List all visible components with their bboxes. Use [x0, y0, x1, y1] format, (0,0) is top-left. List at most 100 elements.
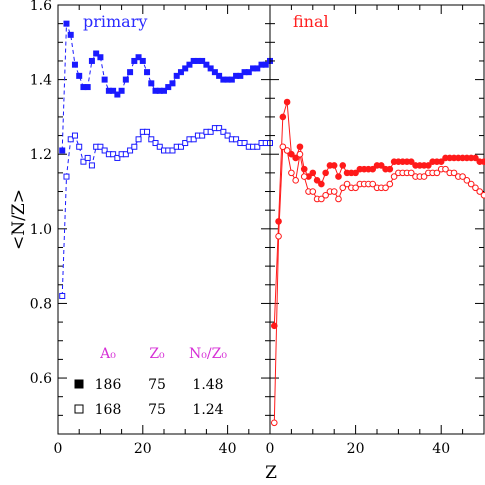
data-point [330, 188, 338, 195]
data-point [390, 173, 398, 180]
data-point [177, 69, 184, 76]
data-point [148, 136, 155, 143]
data-point [169, 80, 176, 87]
data-point [270, 419, 278, 427]
data-point [352, 184, 359, 192]
data-point [275, 218, 282, 225]
data-point [156, 143, 163, 150]
y-tick-label: 0.8 [30, 296, 52, 312]
x-tick-label: 0 [54, 441, 63, 457]
data-point [352, 169, 359, 177]
data-point [228, 76, 235, 83]
data-point [148, 80, 155, 87]
data-point [322, 169, 329, 177]
data-point [296, 143, 304, 151]
data-point [309, 169, 317, 177]
data-point [335, 173, 342, 180]
data-point [386, 165, 394, 173]
x-tick-label: 0 [266, 441, 275, 457]
data-point [122, 76, 129, 83]
data-point [463, 177, 471, 184]
data-point [467, 180, 475, 188]
data-point [339, 184, 347, 192]
data-point [220, 128, 227, 135]
y-tick-label: 1.0 [30, 222, 52, 238]
y-tick-label: 1.6 [30, 0, 52, 14]
data-point [300, 173, 308, 180]
series-open-circle [270, 143, 485, 427]
data-point [318, 195, 325, 203]
data-point [262, 61, 269, 68]
data-point [283, 147, 291, 154]
data-point [407, 158, 415, 165]
data-point [318, 180, 325, 188]
data-point [476, 188, 484, 195]
data-point [216, 72, 223, 79]
data-point [288, 169, 295, 177]
data-point [199, 132, 206, 139]
data-point [71, 61, 78, 68]
legend-header-a0: A₀ [99, 346, 116, 362]
legend-z0: 75 [148, 377, 166, 393]
data-point [283, 98, 291, 106]
data-point [59, 292, 66, 299]
series-open-square [59, 125, 273, 299]
data-point [450, 169, 458, 177]
data-point [241, 140, 248, 147]
series-filled-square [59, 20, 273, 154]
data-point [407, 169, 415, 177]
data-point [207, 128, 214, 135]
data-point [131, 57, 138, 64]
data-point [279, 113, 287, 121]
data-point [313, 177, 321, 184]
data-point [190, 136, 197, 143]
legend-header-z0: Z₀ [149, 346, 165, 362]
data-point [237, 72, 244, 79]
data-point [76, 72, 83, 79]
panel-label-primary: primary [83, 12, 147, 31]
data-point [279, 143, 287, 151]
data-point [144, 69, 151, 76]
data-point [182, 140, 189, 147]
data-point [76, 143, 83, 150]
data-point [339, 162, 347, 169]
data-point [122, 151, 129, 158]
data-point [254, 65, 261, 72]
data-point [161, 87, 167, 94]
data-point [169, 147, 176, 154]
data-point [63, 173, 70, 180]
data-point [292, 177, 299, 184]
legend-a0: 168 [95, 402, 122, 418]
data-point [386, 180, 394, 188]
data-point [270, 322, 278, 330]
data-point [88, 162, 95, 169]
y-tick-label: 0.6 [30, 371, 52, 387]
legend-header-nz: N₀/Z₀ [189, 346, 227, 362]
legend: A₀ Z₀ N₀/Z₀ 186 75 1.48 168 75 1.24 [74, 346, 227, 418]
plot-frame [57, 4, 271, 435]
data-point [182, 65, 189, 72]
data-point [118, 87, 125, 94]
data-point [211, 69, 218, 76]
data-point [127, 69, 134, 76]
data-point [233, 136, 240, 143]
data-point [84, 154, 91, 161]
data-point [275, 232, 282, 240]
data-point [420, 173, 428, 180]
legend-z0: 75 [148, 402, 166, 418]
data-point [67, 31, 74, 38]
data-point [177, 143, 184, 150]
data-point [330, 162, 338, 169]
data-point [80, 158, 87, 165]
x-axis-title: Z [265, 463, 277, 483]
data-point [97, 54, 104, 61]
data-point [254, 143, 261, 150]
data-point [309, 188, 317, 195]
data-point [216, 125, 223, 132]
data-point [480, 158, 485, 165]
data-point [203, 61, 210, 68]
legend-nz: 1.48 [192, 377, 223, 393]
data-point [165, 84, 172, 91]
data-point [93, 50, 100, 57]
